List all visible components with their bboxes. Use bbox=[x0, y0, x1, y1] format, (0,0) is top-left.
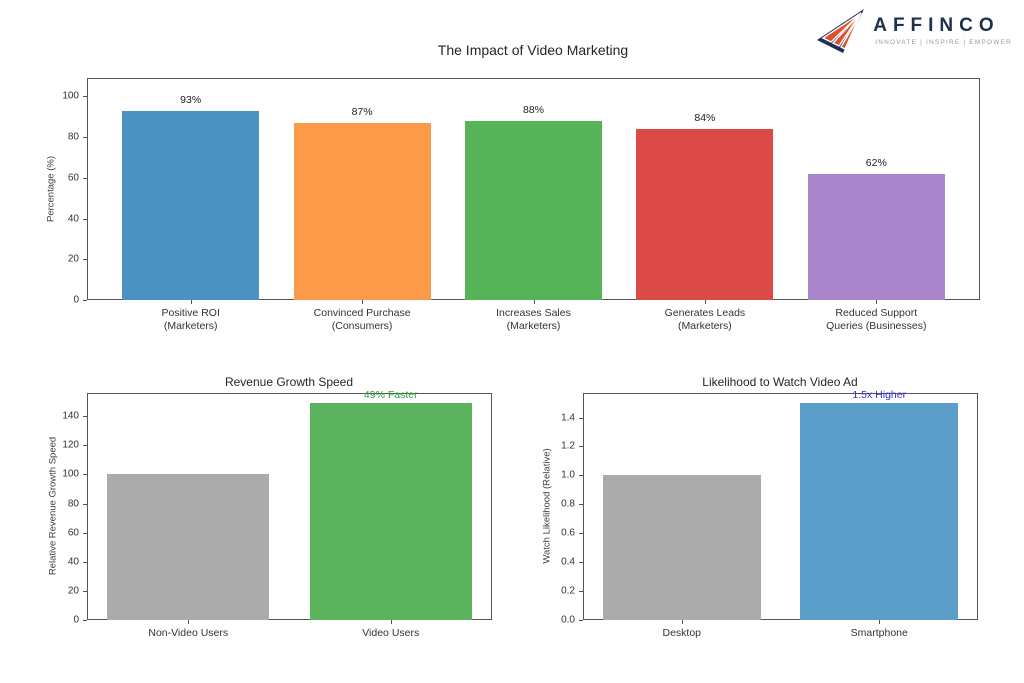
x-tick-label: Generates Leads (Marketers) bbox=[664, 307, 746, 332]
bar-increases-sales bbox=[464, 120, 603, 300]
y-tick-mark bbox=[83, 590, 87, 592]
logo: AFFINCO INNOVATE | INSPIRE | EMPOWER bbox=[815, 8, 1012, 54]
y-tick-mark bbox=[579, 533, 583, 535]
y-tick-label: 0.6 bbox=[561, 527, 575, 539]
bar-value-label: 88% bbox=[522, 103, 544, 116]
y-tick-mark bbox=[83, 474, 87, 476]
y-tick-mark bbox=[579, 475, 583, 477]
y-tick-mark bbox=[579, 446, 583, 448]
paper-plane-icon bbox=[817, 9, 865, 53]
y-tick-mark bbox=[83, 259, 87, 261]
y-tick-label: 80 bbox=[67, 131, 79, 143]
y-tick-mark bbox=[579, 562, 583, 564]
y-tick-mark bbox=[83, 561, 87, 563]
y-tick-mark bbox=[83, 416, 87, 418]
x-tick-label: Desktop bbox=[662, 627, 702, 639]
chart-title-impact: The Impact of Video Marketing bbox=[437, 42, 629, 58]
bar-generates-leads bbox=[636, 128, 774, 300]
chart-title-watch-likelihood: Likelihood to Watch Video Ad bbox=[702, 375, 858, 389]
y-tick-label: 0.0 bbox=[561, 614, 575, 626]
x-tick-label: Smartphone bbox=[850, 627, 908, 639]
y-tick-mark bbox=[83, 532, 87, 534]
y-tick-mark bbox=[579, 591, 583, 593]
logo-name: AFFINCO bbox=[873, 15, 1000, 36]
x-tick-label: Positive ROI (Marketers) bbox=[161, 307, 220, 332]
bar-positive-roi bbox=[122, 110, 260, 300]
y-tick-label: 20 bbox=[67, 253, 79, 265]
annotation-49-faster: 49% Faster bbox=[363, 389, 418, 402]
y-tick-mark bbox=[83, 96, 87, 98]
y-tick-label: 1.4 bbox=[561, 412, 575, 424]
y-tick-label: 0 bbox=[73, 614, 79, 626]
y-tick-label: 20 bbox=[67, 585, 79, 597]
logo-text: AFFINCO INNOVATE | INSPIRE | EMPOWER bbox=[873, 15, 1012, 47]
x-tick-label: Increases Sales (Marketers) bbox=[496, 307, 571, 332]
x-tick-mark bbox=[188, 620, 190, 624]
y-tick-label: 1.2 bbox=[561, 440, 575, 452]
bar-video-users bbox=[309, 403, 472, 620]
chart-title-revenue-growth: Revenue Growth Speed bbox=[224, 375, 354, 389]
y-tick-label: 100 bbox=[62, 468, 79, 480]
plot-area bbox=[87, 393, 492, 620]
y-tick-mark bbox=[579, 504, 583, 506]
bar-value-label: 84% bbox=[694, 111, 716, 124]
y-tick-label: 0.8 bbox=[561, 498, 575, 510]
y-tick-label: 80 bbox=[67, 498, 79, 510]
x-tick-mark bbox=[390, 620, 392, 624]
bar-non-video-users bbox=[107, 474, 270, 620]
y-tick-label: 60 bbox=[67, 527, 79, 539]
y-tick-mark bbox=[83, 445, 87, 447]
annotation-1-5x-higher: 1.5x Higher bbox=[852, 389, 907, 402]
y-tick-label: 40 bbox=[67, 556, 79, 568]
y-tick-label: 100 bbox=[62, 90, 79, 102]
logo-tagline: INNOVATE | INSPIRE | EMPOWER bbox=[875, 39, 1012, 46]
y-tick-label: 140 bbox=[62, 410, 79, 422]
x-tick-label: Convinced Purchase (Consumers) bbox=[313, 307, 411, 332]
y-tick-label: 0.4 bbox=[561, 556, 575, 568]
x-tick-mark bbox=[681, 620, 683, 624]
y-tick-label: 120 bbox=[62, 439, 79, 451]
bar-smartphone bbox=[800, 403, 959, 620]
y-tick-mark bbox=[83, 503, 87, 505]
x-tick-label: Video Users bbox=[362, 627, 420, 639]
y-tick-mark bbox=[579, 417, 583, 419]
y-tick-mark bbox=[83, 218, 87, 220]
y-tick-label: 0 bbox=[73, 294, 79, 306]
bar-reduced-support bbox=[807, 173, 945, 300]
x-tick-mark bbox=[362, 300, 364, 304]
bar-convinced-purchase bbox=[293, 122, 431, 300]
y-tick-label: 60 bbox=[67, 172, 79, 184]
y-tick-mark bbox=[83, 177, 87, 179]
x-tick-mark bbox=[533, 300, 535, 304]
y-tick-label: 40 bbox=[67, 213, 79, 225]
y-tick-label: 0.2 bbox=[561, 585, 575, 597]
x-tick-mark bbox=[879, 620, 881, 624]
x-tick-mark bbox=[876, 300, 878, 304]
bar-value-label: 62% bbox=[865, 156, 887, 169]
y-tick-mark bbox=[83, 137, 87, 139]
y-tick-mark bbox=[83, 300, 87, 301]
y-tick-label: 1.0 bbox=[561, 469, 575, 481]
bar-desktop bbox=[602, 475, 761, 620]
y-tick-mark bbox=[83, 620, 87, 621]
x-tick-mark bbox=[190, 300, 192, 304]
x-tick-mark bbox=[704, 300, 706, 304]
bar-value-label: 93% bbox=[180, 93, 202, 106]
y-tick-mark bbox=[579, 620, 583, 621]
x-tick-label: Non-Video Users bbox=[148, 627, 229, 639]
x-tick-label: Reduced Support Queries (Businesses) bbox=[826, 307, 927, 332]
plot-area bbox=[583, 393, 978, 620]
bar-value-label: 87% bbox=[351, 105, 373, 118]
